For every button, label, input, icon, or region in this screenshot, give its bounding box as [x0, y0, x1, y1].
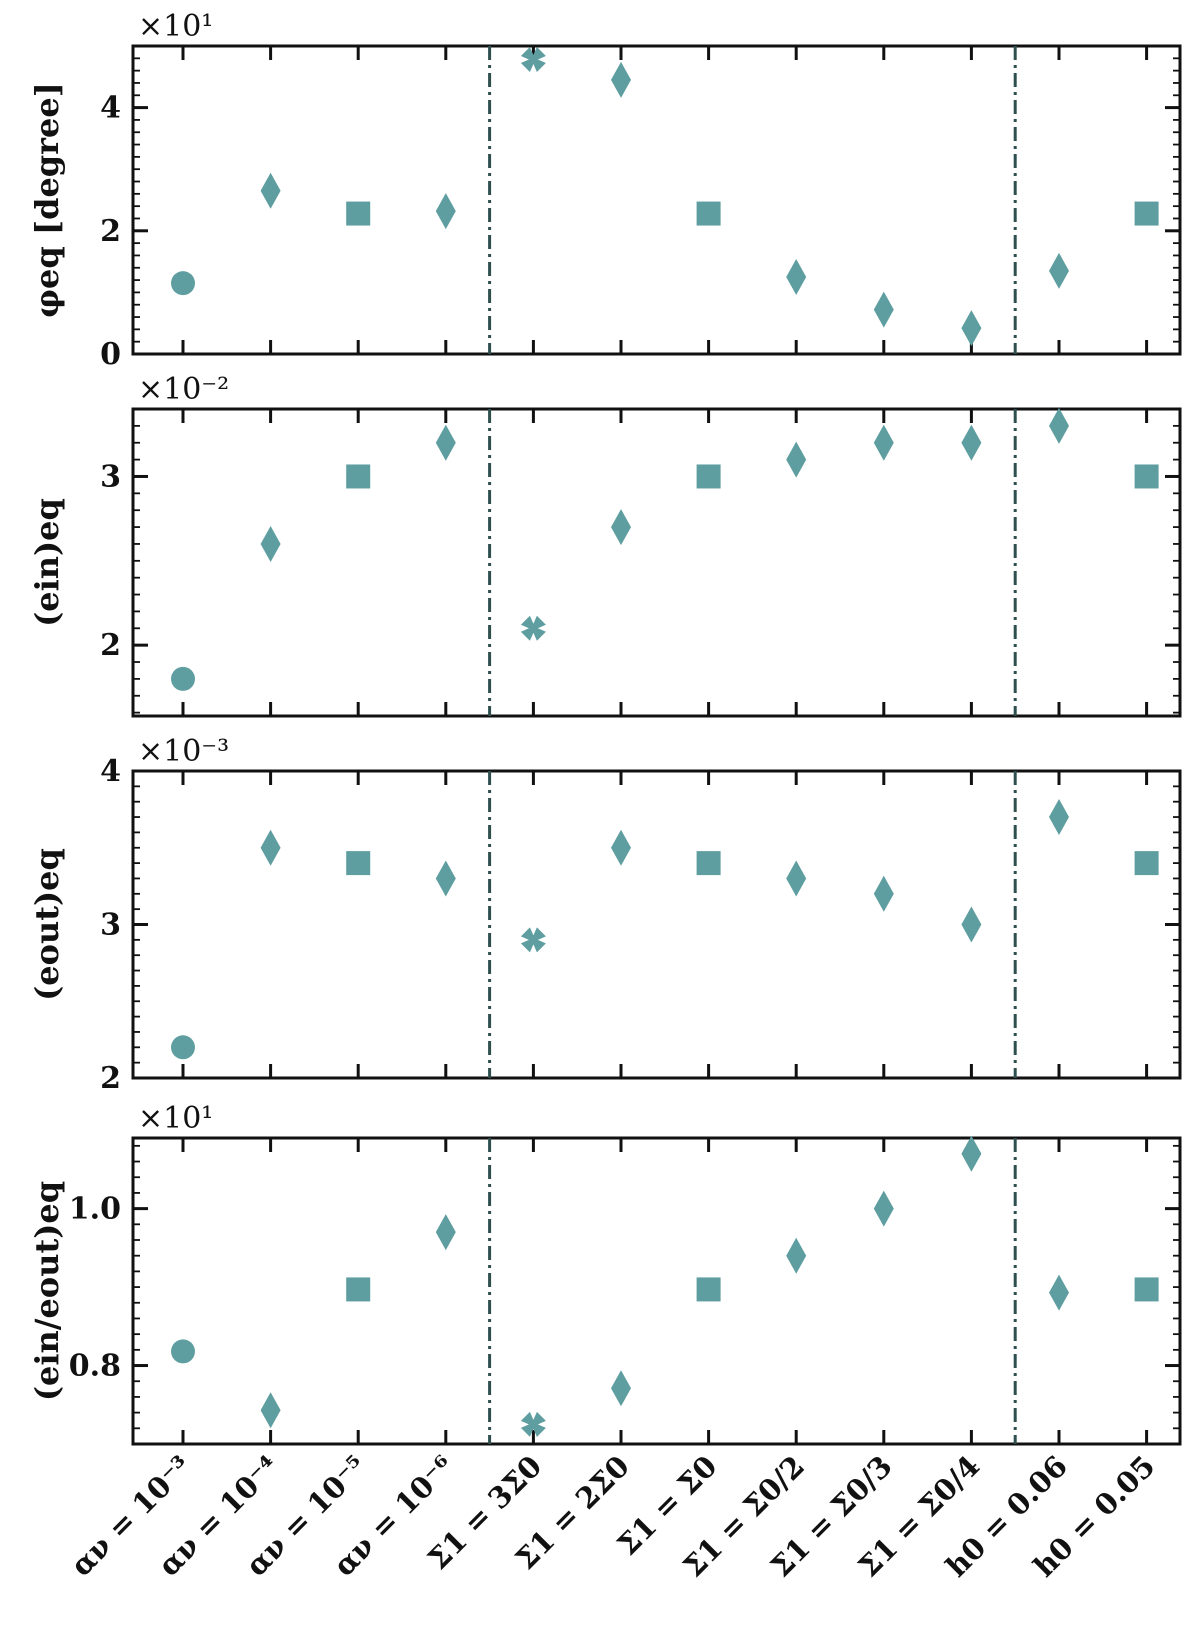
- data-point: [696, 851, 721, 876]
- axis-multiplier: ×10⁻³: [138, 734, 229, 769]
- panel-1: 0 2 4 ×10¹ φeq [degree]: [28, 9, 1182, 372]
- y-tick-label: 2: [100, 214, 121, 249]
- data-point: [171, 1339, 195, 1364]
- plot-frame: [131, 1136, 1182, 1446]
- data-point: [611, 509, 631, 546]
- data-point: [346, 201, 371, 226]
- data-point: [260, 829, 281, 866]
- data-point: [786, 259, 807, 295]
- data-point: [520, 47, 546, 73]
- data-point: [873, 424, 894, 461]
- plot-frame: [131, 769, 1182, 1080]
- data-point: [260, 172, 281, 209]
- y-tick-label: 3: [100, 459, 121, 494]
- data-point: [171, 1035, 195, 1060]
- data-point: [611, 61, 631, 98]
- y-tick-label: 0.8: [69, 1349, 121, 1384]
- data-point: [696, 201, 721, 226]
- data-point: [1049, 252, 1069, 289]
- data-point: [786, 441, 807, 478]
- data-point: [611, 829, 631, 866]
- y-axis-label: (ein)eq: [28, 498, 66, 627]
- data-point: [1049, 799, 1069, 836]
- data-point: [520, 615, 546, 641]
- panel-3: 2 3 4 ×10⁻³ (eout)eq: [28, 734, 1182, 1096]
- data-point: [435, 860, 456, 897]
- data-point: [786, 1237, 807, 1274]
- data-point: [346, 464, 371, 489]
- y-axis-label: (ein/eout)eq: [28, 1181, 66, 1401]
- data-point: [1134, 851, 1159, 876]
- data-point: [786, 860, 807, 897]
- y-tick-label: 1.0: [69, 1192, 121, 1227]
- y-axis-label: φeq [degree]: [28, 82, 66, 318]
- y-tick-label: 2: [100, 1061, 121, 1096]
- data-point: [696, 464, 721, 489]
- y-tick-label: 4: [100, 91, 121, 126]
- data-point: [611, 1370, 631, 1407]
- data-point: [873, 875, 894, 912]
- data-point: [961, 310, 982, 347]
- data-point: [1134, 1277, 1159, 1302]
- panel-2: 2 3 ×10⁻² (ein)eq: [28, 372, 1182, 718]
- data-point: [346, 1277, 371, 1302]
- data-point: [346, 851, 371, 876]
- y-tick-label: 4: [100, 754, 121, 789]
- axis-multiplier: ×10¹: [138, 1101, 213, 1136]
- data-point: [961, 1135, 982, 1172]
- x-category-labels: αν = 10⁻³αν = 10⁻⁴αν = 10⁻⁵αν = 10⁻⁶Σ1 =…: [64, 1449, 1161, 1584]
- plot-frame: [131, 44, 1182, 356]
- data-point: [171, 271, 195, 296]
- data-point: [520, 1411, 546, 1437]
- data-point: [961, 424, 982, 461]
- y-tick-label: 2: [100, 628, 121, 663]
- data-point: [435, 193, 456, 230]
- y-tick-label: 3: [100, 908, 121, 943]
- data-point: [171, 666, 195, 691]
- data-point: [435, 424, 456, 461]
- data-point: [873, 291, 894, 328]
- y-tick-label: 0: [100, 337, 121, 372]
- data-point: [1134, 464, 1159, 489]
- data-point: [1049, 407, 1069, 444]
- panel-4: 0.8 1.0 ×10¹ (ein/eout)eq: [28, 1101, 1182, 1446]
- y-axis-label: (eout)eq: [28, 848, 66, 1001]
- plot-frame: [131, 407, 1182, 718]
- data-point: [1134, 201, 1159, 226]
- data-point: [1049, 1274, 1069, 1311]
- axis-multiplier: ×10¹: [138, 9, 213, 44]
- data-point: [696, 1277, 721, 1302]
- data-point: [260, 1392, 281, 1429]
- data-point: [873, 1190, 894, 1227]
- data-point: [520, 927, 546, 953]
- data-point: [435, 1214, 456, 1251]
- data-point: [961, 906, 982, 943]
- data-point: [260, 525, 281, 562]
- axis-multiplier: ×10⁻²: [138, 372, 229, 407]
